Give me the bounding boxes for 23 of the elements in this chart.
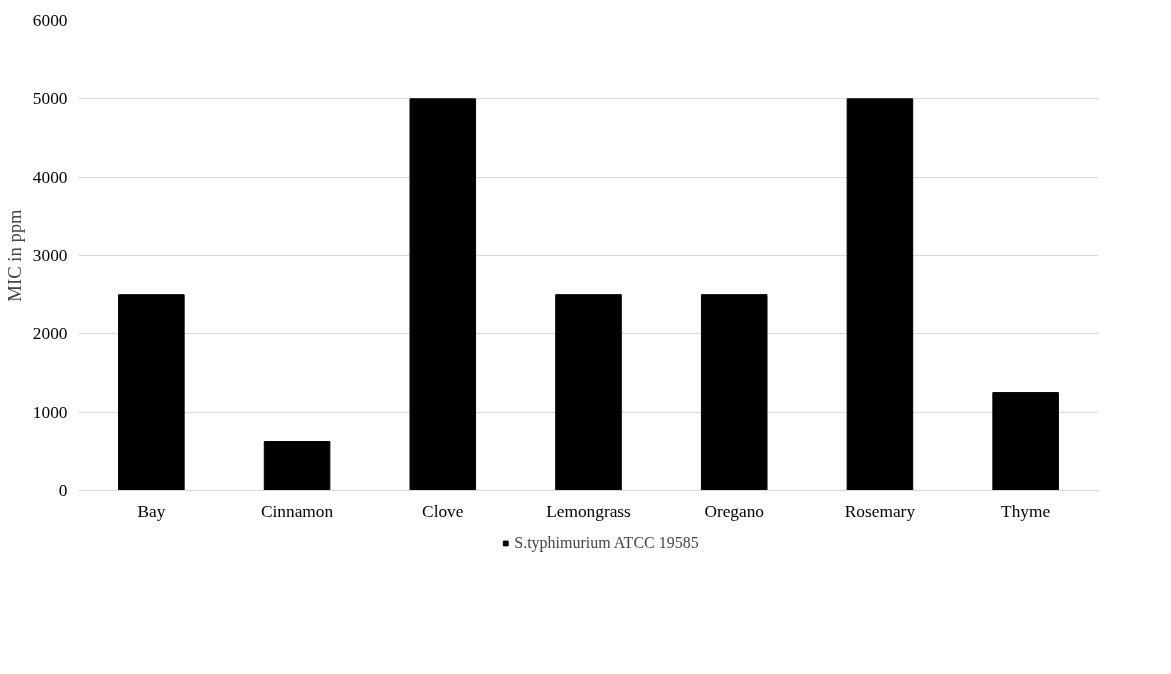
bar	[992, 392, 1059, 491]
y-tick-label: 3000	[32, 246, 68, 265]
y-tick-label: 4000	[32, 167, 68, 187]
y-tick-label: 6000	[32, 11, 68, 30]
y-tick-label: 5000	[32, 89, 68, 109]
bar	[700, 294, 768, 491]
x-tick-label: Lemongrass	[546, 501, 632, 521]
y-axis-title: MIC in ppm	[3, 208, 25, 302]
bar	[118, 294, 185, 491]
legend-label: S.typhimurium ATCC 19585	[514, 534, 699, 552]
bar	[263, 441, 331, 491]
x-tick-label: Oregano	[704, 501, 765, 521]
y-tick-label: 1000	[32, 402, 68, 422]
bar	[409, 98, 477, 491]
x-tick-label: Bay	[137, 501, 166, 521]
bar	[555, 294, 622, 491]
x-tick-label: Rosemary	[844, 501, 916, 521]
y-tick-label: 0	[58, 481, 68, 500]
x-tick-label: Thyme	[1001, 501, 1051, 521]
x-tick-label: Cinnamon	[260, 501, 334, 521]
x-tick-label: Clove	[422, 501, 464, 521]
y-tick-label: 2000	[32, 324, 68, 344]
bar	[846, 98, 914, 491]
